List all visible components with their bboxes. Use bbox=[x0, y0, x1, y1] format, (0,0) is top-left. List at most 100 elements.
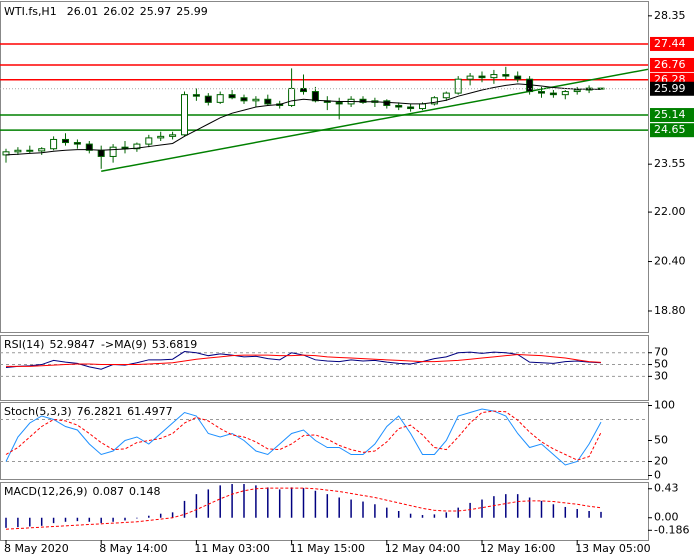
indicator-line bbox=[5, 410, 602, 461]
y-tick-label: 50 bbox=[654, 358, 668, 371]
y-tick-label: 18.80 bbox=[654, 304, 686, 317]
candle-body bbox=[97, 149, 105, 157]
y-tick-label: 30 bbox=[654, 369, 668, 382]
candle-body bbox=[335, 101, 343, 105]
y-tick-label: 23.55 bbox=[654, 157, 686, 170]
candle-body bbox=[228, 94, 236, 99]
y-tick-label: 70 bbox=[654, 346, 668, 359]
series-name: RSI(14) bbox=[4, 338, 44, 351]
candle-body bbox=[85, 143, 93, 151]
candle-body bbox=[216, 94, 224, 103]
level-label: 26.76 bbox=[654, 58, 686, 71]
symbol: WTI.fs,H1 bbox=[4, 5, 57, 18]
panel-frame bbox=[0, 335, 649, 401]
candle-body bbox=[442, 92, 450, 99]
y-tick-label: 100 bbox=[654, 399, 675, 412]
y-tick-label: 28.35 bbox=[654, 9, 686, 22]
candle-body bbox=[538, 91, 545, 94]
panel-frame bbox=[0, 1, 649, 333]
candle-body bbox=[454, 78, 462, 94]
ohlc-high: 26.02 bbox=[103, 5, 135, 18]
candle-body bbox=[133, 143, 141, 150]
candle-body bbox=[240, 97, 248, 102]
candle-body bbox=[288, 87, 296, 106]
candle-body bbox=[181, 94, 188, 136]
x-tick-label: 8 May 2020 bbox=[4, 542, 69, 555]
candle-body bbox=[430, 97, 438, 105]
x-tick-label: 8 May 14:00 bbox=[99, 542, 167, 555]
series-current: 76.2821 bbox=[77, 405, 123, 418]
series-current: 52.9847 bbox=[49, 338, 95, 351]
candle-body bbox=[192, 94, 200, 97]
candle-body bbox=[204, 95, 212, 103]
y-tick-label: 50 bbox=[654, 434, 668, 447]
series-current: 0.087 bbox=[93, 485, 125, 498]
indicator-line bbox=[5, 408, 602, 466]
y-tick-label: -0.186 bbox=[654, 523, 689, 536]
candle-body bbox=[549, 92, 557, 96]
candle-body bbox=[62, 138, 69, 144]
candle-body bbox=[490, 74, 498, 79]
indicator-header: MACD(12,26,9) 0.087 0.148 bbox=[4, 485, 161, 498]
level-label-box bbox=[650, 36, 694, 51]
moving-average bbox=[5, 83, 602, 156]
candle-body bbox=[359, 98, 367, 103]
y-tick-label: 0.00 bbox=[654, 511, 679, 524]
x-tick-label: 11 May 03:00 bbox=[194, 542, 269, 555]
panel-frame bbox=[0, 482, 649, 541]
current-price-box bbox=[650, 81, 694, 96]
current-price-label: 25.99 bbox=[654, 82, 686, 95]
trendline bbox=[101, 68, 649, 173]
y-tick-label: 22.00 bbox=[654, 205, 686, 218]
indicator-header: RSI(14) 52.9847 ->MA(9) 53.6819 bbox=[4, 338, 197, 351]
level-label-box bbox=[650, 57, 694, 72]
x-tick-label: 12 May 16:00 bbox=[480, 542, 555, 555]
series-name: ->MA(9) bbox=[101, 338, 147, 351]
x-tick-label: 12 May 04:00 bbox=[385, 542, 460, 555]
candle-body bbox=[419, 103, 426, 110]
level-label-box bbox=[650, 108, 694, 123]
candle-body bbox=[169, 134, 177, 137]
ohlc-low: 25.97 bbox=[140, 5, 172, 18]
candle-body bbox=[38, 148, 46, 152]
candle-body bbox=[561, 91, 569, 96]
series-current: 61.4977 bbox=[127, 405, 173, 418]
candle-body bbox=[264, 98, 272, 105]
candle-body bbox=[157, 135, 165, 139]
candle-body bbox=[502, 74, 510, 77]
indicator-header: Stoch(5,3,3) 76.2821 61.4977 bbox=[4, 405, 173, 418]
ohlc-open: 26.01 bbox=[67, 5, 99, 18]
candle-body bbox=[395, 104, 403, 108]
candle-body bbox=[466, 75, 474, 80]
x-tick-label: 11 May 15:00 bbox=[290, 542, 365, 555]
candle-body bbox=[478, 75, 486, 79]
candle-body bbox=[252, 98, 260, 102]
indicator-line bbox=[6, 353, 602, 367]
level-label: 25.14 bbox=[654, 108, 686, 121]
level-label-box bbox=[650, 123, 694, 138]
chart-header: WTI.fs,H1 26.01 26.02 25.97 25.99 bbox=[4, 5, 208, 18]
series-current: 53.6819 bbox=[152, 338, 198, 351]
y-tick-label: 0.43 bbox=[654, 482, 679, 495]
ohlc-close: 25.99 bbox=[176, 5, 208, 18]
level-label: 27.44 bbox=[654, 37, 686, 50]
candle-body bbox=[109, 146, 117, 157]
level-label: 24.65 bbox=[654, 123, 686, 136]
candle-body bbox=[73, 142, 81, 145]
candle-body bbox=[383, 100, 391, 106]
candle-body bbox=[145, 137, 153, 145]
indicator-title: MACD(12,26,9) bbox=[4, 485, 88, 498]
candle-body bbox=[514, 75, 522, 80]
indicator-title: Stoch(5,3,3) bbox=[4, 405, 72, 418]
candle-body bbox=[311, 91, 319, 102]
candle-body bbox=[573, 89, 581, 93]
x-tick-label: 13 May 05:00 bbox=[575, 542, 650, 555]
y-tick-label: 0 bbox=[654, 469, 661, 482]
candle-body bbox=[26, 149, 34, 152]
series-current: 0.148 bbox=[129, 485, 161, 498]
indicator-line bbox=[5, 351, 602, 370]
y-tick-label: 20 bbox=[654, 455, 668, 468]
candle-body bbox=[50, 138, 58, 150]
